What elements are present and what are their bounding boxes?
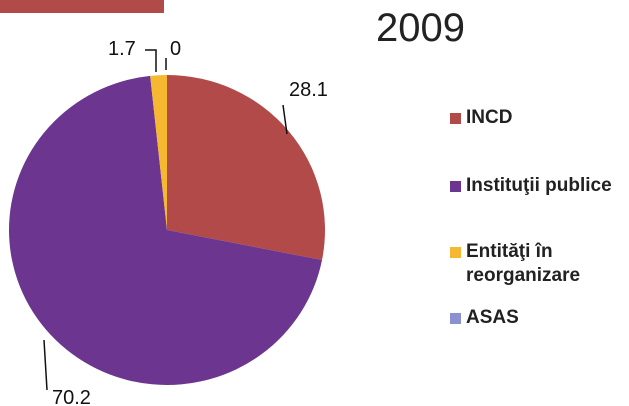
legend-swatch-institutii-publice — [450, 181, 461, 192]
legend-swatch-entitati-reorganizare — [450, 247, 461, 258]
legend-label-asas: ASAS — [466, 307, 519, 328]
legend-label-institutii-publice: Instituţii publice — [466, 175, 612, 196]
data-label-entitati-in-reorganizare: 1.7 — [108, 38, 136, 60]
legend-label-entitati-reorganizare: Entităţi în reorganizare — [466, 241, 581, 286]
legend-label-incd: INCD — [466, 107, 513, 128]
leader-line-institutii-publice — [43, 339, 48, 391]
data-label-institutii-publice: 70.2 — [52, 387, 91, 406]
leader-line-entitati-in-reorganizare — [145, 49, 157, 72]
legend-swatch-asas — [450, 313, 461, 324]
header-accent-bar — [0, 0, 164, 13]
data-label-incd: 28.1 — [289, 79, 328, 101]
pie-slice-institutii-publice — [8, 75, 323, 386]
chart-title: 2009 — [376, 6, 465, 50]
leader-line-incd — [282, 104, 288, 135]
pie-slice-incd — [167, 75, 325, 261]
data-label-asas: 0 — [170, 38, 181, 60]
legend-swatch-incd — [450, 113, 461, 124]
pie-slice-entitati-in-reorganizare — [150, 75, 167, 230]
